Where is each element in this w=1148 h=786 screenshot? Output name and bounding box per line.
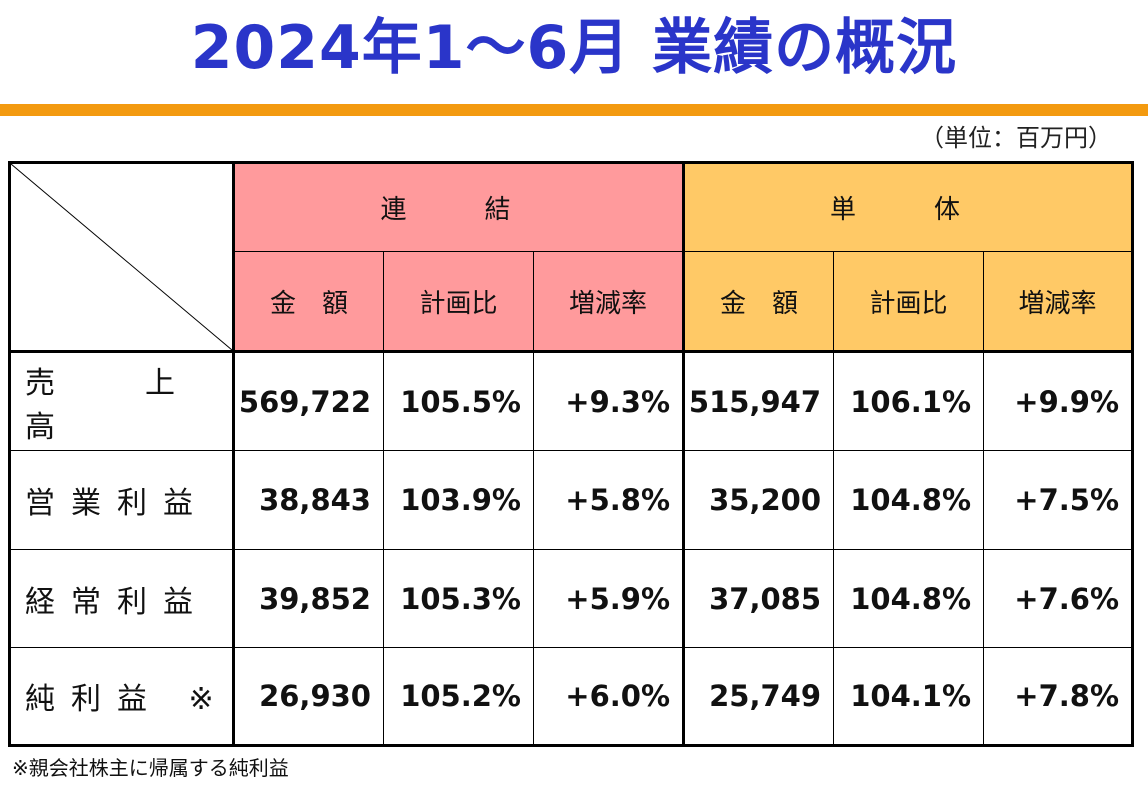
cell-standalone-change: +7.5%: [983, 450, 1134, 550]
cell-consolidated-change: +5.9%: [532, 549, 686, 648]
cell-standalone-amount: 515,947: [683, 351, 835, 451]
cell-consolidated-change: +6.0%: [532, 647, 686, 746]
cell-standalone-amount: 37,085: [683, 549, 835, 648]
row-label: 経常利益: [9, 549, 235, 648]
cell-consolidated-amount: 26,930: [233, 647, 384, 746]
unit-note: （単位：百万円）: [920, 124, 1112, 152]
cell-consolidated-amount: 38,843: [233, 450, 384, 550]
cell-consolidated-change: +5.8%: [532, 450, 686, 550]
cell-standalone-amount: 35,200: [683, 450, 835, 550]
row-label: 純利益 ※: [9, 647, 235, 746]
results-table: 連 結 単 体 金 額 計画比 増減率 金 額 計画比 増減率 売 上 高 56…: [8, 161, 1135, 747]
cell-standalone-change: +9.9%: [983, 351, 1134, 451]
table-row: 経常利益 39,852 105.3% +5.9% 37,085 104.8% +…: [9, 549, 1134, 648]
cell-consolidated-vs-plan: 105.3%: [383, 549, 534, 648]
row-label: 営業利益: [9, 450, 235, 550]
subheader-amount: 金 額: [233, 251, 384, 353]
subheader-amount: 金 額: [683, 251, 835, 353]
cell-consolidated-amount: 569,722: [233, 351, 384, 451]
table-corner: [9, 162, 235, 353]
table-row: 純利益 ※ 26,930 105.2% +6.0% 25,749 104.1% …: [9, 647, 1134, 746]
table-row: 売 上 高 569,722 105.5% +9.3% 515,947 106.1…: [9, 351, 1134, 451]
subheader-vs-plan: 計画比: [833, 251, 985, 353]
cell-standalone-amount: 25,749: [683, 647, 835, 746]
footnote: ※親会社株主に帰属する純利益: [12, 756, 289, 780]
cell-standalone-vs-plan: 104.1%: [833, 647, 985, 746]
group-header-standalone: 単 体: [683, 162, 1134, 252]
title-divider: [0, 104, 1148, 116]
cell-consolidated-amount: 39,852: [233, 549, 384, 648]
row-label: 売 上 高: [9, 351, 235, 451]
cell-consolidated-vs-plan: 105.5%: [383, 351, 534, 451]
table-row: 営業利益 38,843 103.9% +5.8% 35,200 104.8% +…: [9, 450, 1134, 550]
cell-standalone-vs-plan: 106.1%: [833, 351, 985, 451]
subheader-change-rate: 増減率: [983, 251, 1134, 353]
cell-consolidated-vs-plan: 103.9%: [383, 450, 534, 550]
page-title: 2024年1～6月 業績の概況: [190, 13, 958, 83]
cell-standalone-vs-plan: 104.8%: [833, 450, 985, 550]
cell-standalone-vs-plan: 104.8%: [833, 549, 985, 648]
cell-standalone-change: +7.8%: [983, 647, 1134, 746]
subheader-vs-plan: 計画比: [383, 251, 534, 353]
subheader-change-rate: 増減率: [532, 251, 686, 353]
cell-standalone-change: +7.6%: [983, 549, 1134, 648]
group-header-consolidated: 連 結: [232, 162, 686, 252]
cell-consolidated-vs-plan: 105.2%: [383, 647, 534, 746]
corner-diagonal: [11, 164, 232, 350]
cell-consolidated-change: +9.3%: [532, 351, 686, 451]
